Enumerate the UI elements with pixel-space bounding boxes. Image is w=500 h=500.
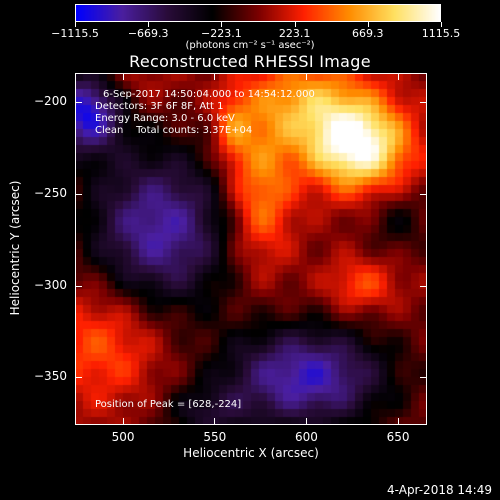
x-tick-mark <box>122 73 124 80</box>
colorbar-tick-label: 1115.5 <box>421 27 461 40</box>
colorbar-tick-mark <box>75 22 76 27</box>
detectors-annotation: Detectors: 3F 6F 8F, Att 1 <box>95 101 224 112</box>
y-tick-mark <box>420 102 427 104</box>
x-axis-title: Heliocentric X (arcsec) <box>183 446 319 460</box>
peak-position-annotation: Position of Peak = [628,-224] <box>95 399 242 410</box>
colorbar-units-label: (photons cm⁻² s⁻¹ asec⁻²) <box>185 40 315 51</box>
x-tick-label: 500 <box>111 430 135 444</box>
colorbar-tick-label: 669.3 <box>352 27 384 40</box>
colorbar-tick-mark <box>367 22 369 27</box>
x-tick-label: 650 <box>386 430 410 444</box>
x-tick-label: 550 <box>203 430 227 444</box>
x-tick-label: 600 <box>295 430 318 444</box>
colorbar-tick-label: −669.3 <box>127 27 169 40</box>
colorbar-tick-mark <box>221 22 223 27</box>
energy-range-annotation: Energy Range: 3.0 - 6.0 keV <box>95 113 235 124</box>
colorbar <box>75 4 441 22</box>
x-tick-mark <box>397 418 399 425</box>
y-tick-mark <box>75 102 82 104</box>
x-tick-mark <box>214 418 216 425</box>
colorbar-tick-label: −1115.5 <box>51 27 99 40</box>
x-tick-mark <box>306 73 307 80</box>
chart-title: Reconstructed RHESSI Image <box>129 52 371 71</box>
colorbar-tick-mark <box>148 22 150 27</box>
time-range-annotation: 6-Sep-2017 14:50:04.000 to 14:54:12.000 <box>103 89 315 100</box>
colorbar-tick-label: 223.1 <box>278 27 311 40</box>
x-tick-mark <box>397 73 399 80</box>
clean-counts-annotation: Clean Total counts: 3.37E+04 <box>95 125 253 136</box>
x-tick-mark <box>306 418 307 425</box>
y-tick-label: −250 <box>34 186 67 200</box>
colorbar-tick-label: −223.1 <box>201 27 242 40</box>
x-tick-mark <box>122 418 124 425</box>
x-tick-mark <box>214 73 216 80</box>
footer-timestamp: 4-Apr-2018 14:49 <box>387 483 492 497</box>
y-tick-mark <box>420 194 427 195</box>
y-axis-title: Heliocentric Y (arcsec) <box>8 180 22 316</box>
y-tick-mark <box>420 377 427 379</box>
y-tick-label: −200 <box>34 94 67 109</box>
colorbar-tick-mark <box>441 22 442 27</box>
y-tick-mark <box>75 377 82 379</box>
y-tick-label: −300 <box>34 277 67 292</box>
y-tick-mark <box>420 285 427 287</box>
y-tick-mark <box>75 285 82 287</box>
y-tick-label: −350 <box>34 369 67 384</box>
colorbar-tick-mark <box>294 22 296 27</box>
y-tick-mark <box>75 194 82 195</box>
heatmap-image <box>75 73 427 425</box>
